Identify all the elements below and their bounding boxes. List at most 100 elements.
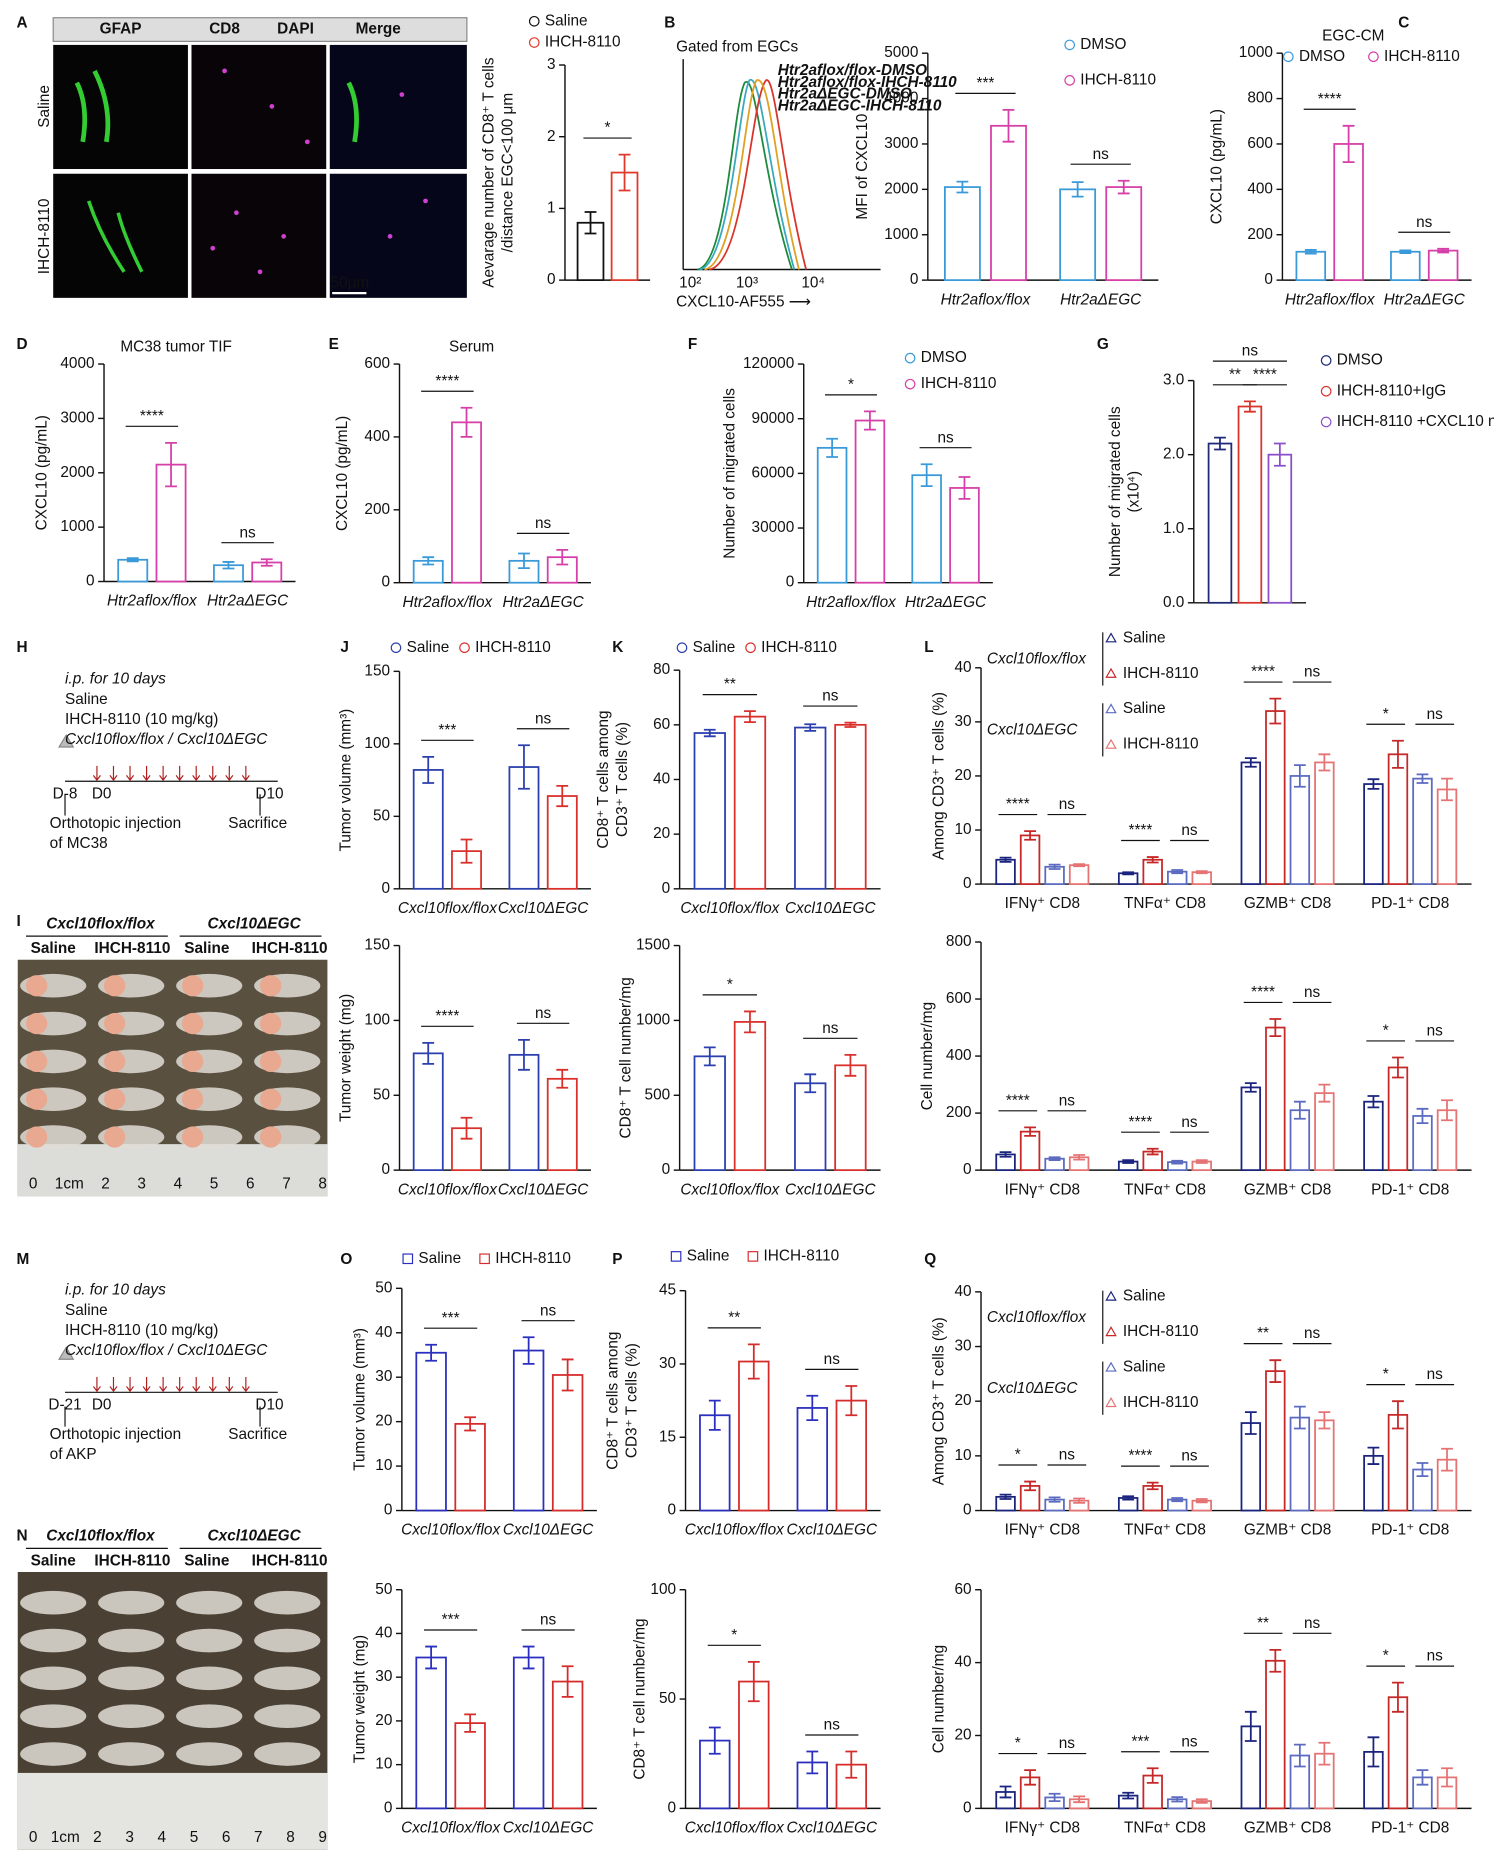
error-bar xyxy=(561,1358,574,1392)
error-bar xyxy=(464,1416,477,1432)
legend-marker xyxy=(1064,39,1075,51)
bar xyxy=(1314,1092,1335,1172)
y-tick-label: 4000 xyxy=(60,355,94,372)
timeline-label: of AKP xyxy=(50,1446,97,1463)
bar xyxy=(1289,1416,1311,1512)
panel-label: F xyxy=(688,336,697,353)
dose-arrow xyxy=(92,1376,101,1393)
y-tick-label: 1000 xyxy=(60,518,94,535)
bar xyxy=(546,1077,578,1172)
tumor xyxy=(104,1126,126,1148)
y-tick-label: 1500 xyxy=(636,937,670,954)
dose-arrow xyxy=(159,765,168,782)
x-tick-label: Cxcl10ΔEGC xyxy=(785,900,876,917)
y-tick-label: 40 xyxy=(375,1324,392,1341)
y-tick-label: 200 xyxy=(364,501,390,518)
y-tick-label: 40 xyxy=(954,1654,971,1671)
legend-marker xyxy=(528,37,540,48)
bar xyxy=(117,558,149,583)
y-tick-label: 100 xyxy=(650,1581,676,1598)
legend-label: IHCH-8110 xyxy=(1123,1394,1199,1411)
significance-label: ns xyxy=(1093,146,1110,163)
dose-arrow xyxy=(225,1376,234,1393)
histogram-tick-label: 10² xyxy=(679,275,701,292)
dose-arrow xyxy=(208,765,217,782)
y-axis-label: CD8⁺ T cells among xyxy=(595,710,612,848)
error-bar xyxy=(584,211,597,235)
y-axis-label: Aevarage number of CD8⁺ T cells xyxy=(480,57,497,288)
dose-arrow xyxy=(109,1376,118,1393)
y-tick-label: 500 xyxy=(645,1086,671,1103)
bar xyxy=(834,1064,867,1172)
legend-marker xyxy=(1283,51,1294,63)
bar xyxy=(1387,753,1409,885)
bar xyxy=(794,726,827,890)
timeline-label: D-8 xyxy=(53,785,78,802)
error-bar xyxy=(165,441,177,488)
x-tick-label: TNFα⁺ CD8 xyxy=(1124,1522,1206,1539)
error-bar xyxy=(518,552,530,570)
error-bar xyxy=(1073,1795,1086,1804)
bar xyxy=(412,769,444,890)
error-bar xyxy=(1392,1681,1404,1713)
schedule-text: Saline xyxy=(65,1302,108,1319)
tumor xyxy=(176,1704,243,1729)
histogram xyxy=(682,59,881,271)
error-bar xyxy=(1048,1792,1061,1802)
significance-label: ns xyxy=(535,515,552,532)
y-tick-label: 0.0 xyxy=(1163,594,1184,611)
bar xyxy=(1019,1130,1041,1172)
tumor xyxy=(254,1704,321,1729)
error-bar xyxy=(844,721,857,728)
error-bar xyxy=(1024,1126,1036,1137)
error-bar xyxy=(744,1010,756,1034)
y-tick-label: 40 xyxy=(954,659,971,676)
dose-arrow xyxy=(192,1376,201,1393)
tumor xyxy=(20,1590,87,1615)
y-tick-label: 2 xyxy=(547,128,556,145)
error-bar xyxy=(1392,739,1404,769)
y-tick-label: 400 xyxy=(946,1047,972,1064)
bar xyxy=(834,723,867,890)
legend-label: DMSO xyxy=(921,349,967,366)
y-axis-label: CD8⁺ T cells among xyxy=(605,1332,622,1470)
error-bar xyxy=(920,463,933,488)
significance-label: * xyxy=(605,120,611,137)
error-bar xyxy=(703,728,716,738)
legend-label: Saline xyxy=(407,639,450,656)
tumor xyxy=(104,975,126,997)
bar xyxy=(1265,1026,1286,1172)
bar xyxy=(1314,761,1335,885)
tumor xyxy=(260,975,282,997)
error-bar xyxy=(744,710,756,723)
error-bar xyxy=(804,1073,817,1094)
y-tick-label: 0 xyxy=(963,1502,972,1519)
significance-label: ** xyxy=(724,676,736,693)
tumor xyxy=(182,1088,204,1110)
error-bar xyxy=(126,557,139,563)
y-tick-label: 0 xyxy=(1264,271,1273,288)
ruler-label: 5 xyxy=(210,1175,219,1192)
timeline-label: D0 xyxy=(92,785,112,802)
legend-label: Saline xyxy=(693,639,736,656)
dose-arrow xyxy=(142,765,151,782)
legend-label: Saline xyxy=(545,12,588,29)
x-tick-label: Htr2aflox/flox xyxy=(403,594,494,611)
x-tick-label: IFNγ⁺ CD8 xyxy=(1005,1181,1081,1198)
tumor xyxy=(98,1666,165,1691)
error-bar xyxy=(464,1713,477,1733)
ruler-label: 7 xyxy=(254,1829,263,1846)
y-tick-label: 60 xyxy=(653,716,670,733)
y-tick-label: 150 xyxy=(364,937,390,954)
tumor xyxy=(98,1590,165,1615)
bar xyxy=(1363,783,1384,885)
ruler-label: 1cm xyxy=(55,1175,84,1192)
error-bar xyxy=(999,1785,1012,1799)
error-bar xyxy=(1318,1741,1331,1766)
legend-marker xyxy=(1105,738,1117,749)
bar xyxy=(512,1349,545,1512)
legend-marker xyxy=(670,1251,682,1262)
panel-label: L xyxy=(924,639,933,656)
error-bar xyxy=(1048,1496,1061,1503)
legend-marker xyxy=(1105,1397,1117,1408)
